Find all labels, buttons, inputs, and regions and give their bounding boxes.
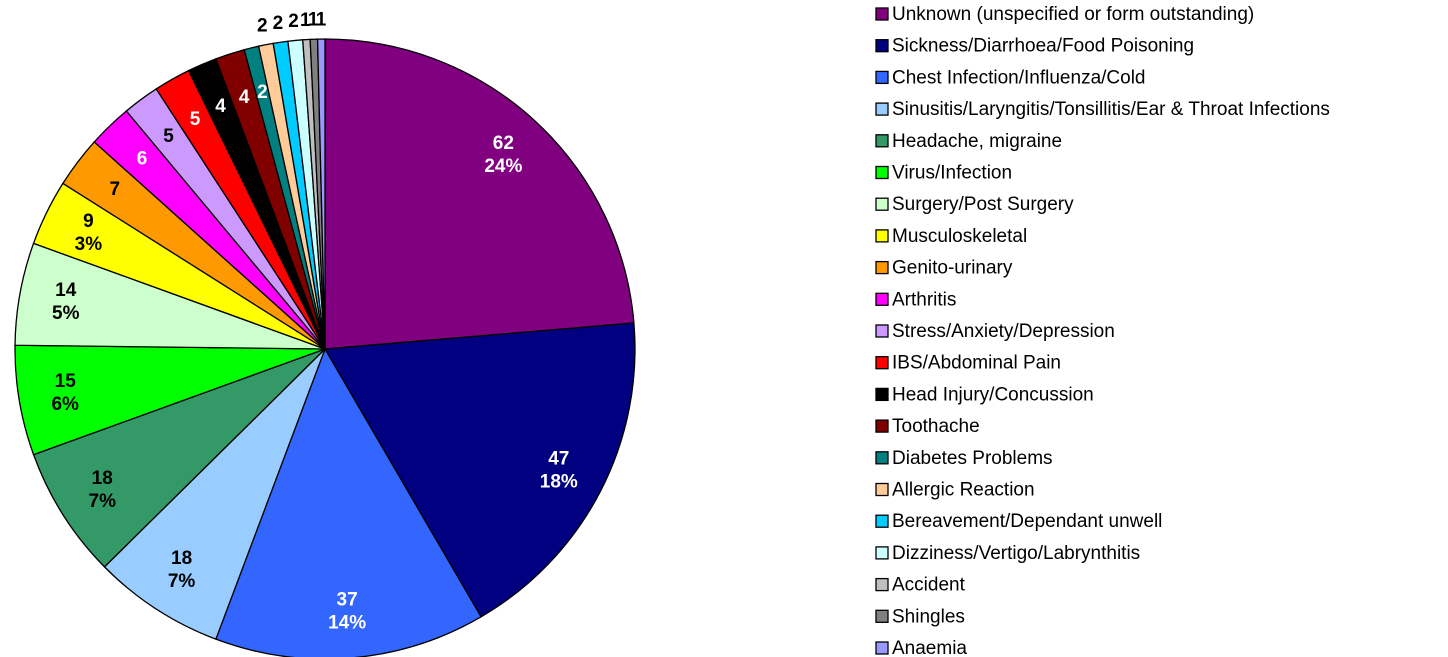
percent-label: 7% bbox=[168, 571, 196, 592]
data-label: 14 bbox=[55, 280, 77, 301]
legend-swatch bbox=[875, 482, 889, 497]
data-label: 4 bbox=[239, 87, 250, 108]
pie-slice bbox=[103, 348, 326, 640]
data-label: 15 bbox=[55, 371, 77, 392]
pie-slice bbox=[324, 38, 635, 350]
legend-swatch bbox=[875, 7, 889, 21]
data-label: 2 bbox=[288, 11, 299, 32]
data-label: 1 bbox=[316, 9, 327, 30]
data-label: 18 bbox=[171, 548, 192, 569]
legend-label: Accident bbox=[892, 575, 966, 596]
legend-label: Genito-urinary bbox=[892, 258, 1013, 279]
data-label: 62 bbox=[493, 133, 514, 154]
percent-label: 18% bbox=[540, 472, 578, 493]
percent-label: 6% bbox=[51, 394, 79, 415]
legend-label: Virus/Infection bbox=[892, 163, 1012, 184]
legend-label: Sinusitis/Laryngitis/Tonsillitis/Ear & T… bbox=[892, 99, 1330, 120]
legend-label: Sickness/Diarrhoea/Food Poisoning bbox=[892, 36, 1194, 57]
percent-label: 24% bbox=[484, 156, 522, 177]
percent-label: 7% bbox=[89, 491, 117, 512]
data-label: 47 bbox=[548, 449, 569, 470]
data-label: 2 bbox=[273, 13, 284, 34]
percent-label: 14% bbox=[328, 613, 366, 634]
data-label: 4 bbox=[215, 96, 226, 117]
legend-swatch bbox=[875, 514, 889, 528]
pie-slice bbox=[215, 347, 482, 657]
legend-label: Musculoskeletal bbox=[892, 226, 1027, 247]
data-label: 1 bbox=[300, 10, 311, 31]
legend-swatch bbox=[875, 324, 889, 338]
legend-label: Bereavement/Dependant unwell bbox=[892, 511, 1162, 532]
legend-label: Unknown (unspecified or form outstanding… bbox=[892, 4, 1254, 25]
data-label: 5 bbox=[163, 126, 174, 147]
legend-label: Chest Infection/Influenza/Cold bbox=[892, 67, 1146, 88]
legend-label: Allergic Reaction bbox=[892, 480, 1035, 501]
data-label: 37 bbox=[337, 590, 358, 611]
legend-swatch bbox=[875, 609, 889, 623]
data-label: 2 bbox=[257, 15, 268, 36]
legend-swatch bbox=[875, 197, 889, 211]
data-label: 9 bbox=[83, 211, 94, 232]
legend-label: Diabetes Problems bbox=[892, 448, 1053, 469]
legend-swatch bbox=[875, 39, 889, 53]
legend-label: Arthritis bbox=[892, 289, 956, 310]
data-label: 6 bbox=[137, 148, 148, 169]
legend-swatch bbox=[875, 641, 889, 655]
pie-slice bbox=[316, 38, 326, 350]
legend-swatch bbox=[875, 134, 889, 148]
legend-swatch bbox=[875, 419, 889, 433]
data-label: 5 bbox=[190, 109, 201, 130]
data-label: 7 bbox=[110, 179, 121, 200]
legend-swatch bbox=[875, 356, 889, 370]
data-label: 1 bbox=[308, 10, 319, 31]
legend-label: Surgery/Post Surgery bbox=[892, 194, 1074, 215]
percent-label: 3% bbox=[75, 234, 103, 255]
legend-label: Head Injury/Concussion bbox=[892, 384, 1094, 405]
legend-swatch bbox=[875, 70, 889, 85]
legend-label: Toothache bbox=[892, 416, 980, 437]
legend-label: Shingles bbox=[892, 606, 965, 627]
legend-swatch bbox=[875, 546, 889, 560]
legend-swatch bbox=[875, 165, 889, 180]
legend-swatch bbox=[875, 292, 889, 306]
pie-slice bbox=[323, 322, 636, 618]
pie-slice bbox=[32, 348, 326, 568]
legend-label: Anaemia bbox=[892, 638, 967, 657]
legend-label: Stress/Anxiety/Depression bbox=[892, 321, 1115, 342]
legend-label: Dizziness/Vertigo/Labrynthitis bbox=[892, 543, 1140, 564]
legend-label: Headache, migraine bbox=[892, 131, 1062, 152]
data-label: 18 bbox=[92, 468, 113, 489]
legend-swatch bbox=[875, 577, 889, 592]
legend-swatch bbox=[875, 260, 889, 275]
legend-swatch bbox=[875, 387, 889, 402]
legend-swatch bbox=[875, 229, 889, 243]
data-label: 2 bbox=[257, 82, 268, 103]
legend-swatch bbox=[875, 102, 889, 116]
percent-label: 5% bbox=[52, 303, 80, 324]
legend-swatch bbox=[875, 451, 889, 465]
legend-label: IBS/Abdominal Pain bbox=[892, 353, 1061, 374]
